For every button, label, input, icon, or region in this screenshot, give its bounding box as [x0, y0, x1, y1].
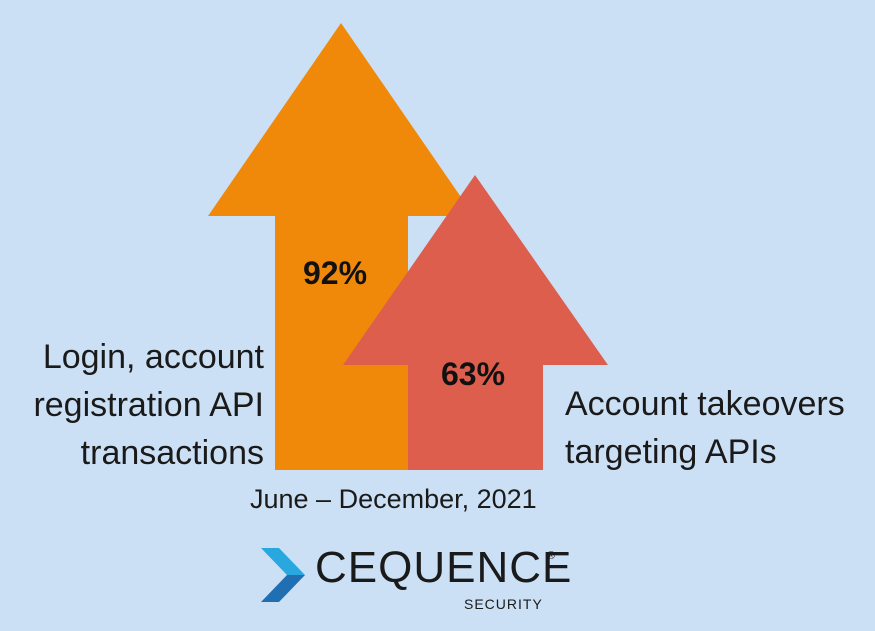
left-label-line-2: registration API — [33, 386, 264, 424]
left-label-line-3: transactions — [80, 434, 264, 472]
logo-subtitle: SECURITY — [464, 596, 543, 612]
right-label-line-2: targeting APIs — [565, 433, 777, 471]
right-label: Account takeovers targeting APIs — [565, 380, 845, 476]
chevron-icon — [261, 548, 305, 602]
red-arrow — [343, 175, 608, 470]
left-label-line-1: Login, account — [42, 338, 264, 376]
left-label: Login, account registration API transact… — [33, 333, 264, 477]
date-range: June – December, 2021 — [250, 484, 537, 514]
arrow-value-92: 92% — [303, 255, 368, 291]
arrow-value-63: 63% — [441, 356, 506, 392]
logo-wordmark: CEQUENCE — [315, 543, 573, 592]
right-label-line-1: Account takeovers — [565, 385, 845, 423]
registered-mark: ® — [547, 550, 556, 562]
